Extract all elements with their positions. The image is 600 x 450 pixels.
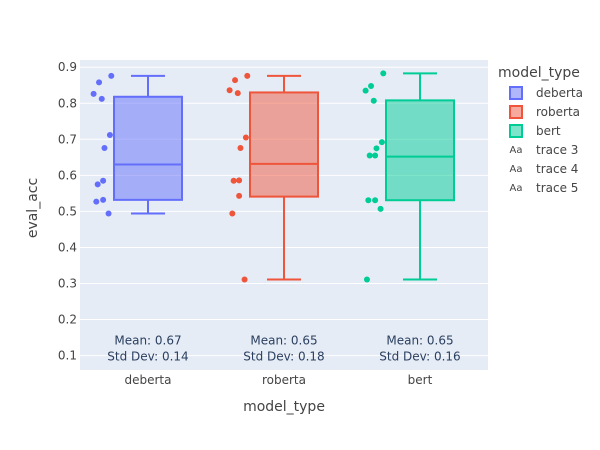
std-dev-annotation: Std Dev: 0.18 <box>243 350 324 364</box>
x-tick-label: roberta <box>262 373 306 387</box>
y-tick-label: 0.9 <box>58 60 77 74</box>
legend-swatch <box>509 86 523 100</box>
x-tick-label: deberta <box>125 373 172 387</box>
data-point <box>96 79 103 86</box>
x-axis-ticks: deberta roberta bert <box>125 373 433 387</box>
box-iqr <box>249 91 319 198</box>
y-tick-label: 0.5 <box>58 204 77 218</box>
legend-swatch <box>509 105 523 119</box>
legend-item-trace-3[interactable]: Aa trace 3 <box>510 143 579 157</box>
text-trace-icon: Aa <box>510 145 523 156</box>
legend-title: model_type <box>498 65 580 81</box>
std-dev-annotation: Std Dev: 0.14 <box>107 350 188 364</box>
mean-annotation: Mean: 0.65 <box>386 334 453 348</box>
data-point <box>100 196 107 203</box>
data-point <box>108 72 115 79</box>
data-point <box>232 77 239 84</box>
data-point <box>236 192 243 199</box>
data-point <box>373 145 380 152</box>
data-point <box>101 144 108 151</box>
data-point <box>105 210 112 217</box>
data-point <box>234 90 241 97</box>
legend-item-trace-5[interactable]: Aa trace 5 <box>510 181 579 195</box>
data-point <box>378 139 385 146</box>
legend-label: roberta <box>536 105 580 119</box>
y-axis-title: eval_acc <box>25 178 41 238</box>
mean-annotation: Mean: 0.67 <box>114 334 181 348</box>
legend-swatch <box>509 124 523 138</box>
mean-annotation: Mean: 0.65 <box>250 334 317 348</box>
data-point <box>241 276 248 283</box>
data-point <box>100 177 107 184</box>
box-trace-bert <box>362 70 455 283</box>
y-tick-label: 0.1 <box>58 349 77 363</box>
legend-label: trace 3 <box>536 143 578 157</box>
legend-item-deberta[interactable]: deberta <box>509 86 583 100</box>
std-dev-annotation: Std Dev: 0.16 <box>379 350 460 364</box>
data-point <box>365 197 372 204</box>
box-traces <box>90 70 455 283</box>
box-iqr <box>385 99 455 202</box>
data-point <box>229 210 236 217</box>
data-point <box>372 152 379 159</box>
y-tick-label: 0.2 <box>58 313 77 327</box>
y-tick-label: 0.8 <box>58 96 77 110</box>
data-point <box>98 95 105 102</box>
legend-label: deberta <box>536 86 583 100</box>
data-point <box>236 177 243 184</box>
data-point <box>380 70 387 77</box>
data-point <box>370 97 377 104</box>
data-point <box>377 205 384 212</box>
data-point <box>94 181 101 188</box>
legend-item-roberta[interactable]: roberta <box>509 105 580 119</box>
data-point <box>106 131 113 138</box>
y-tick-label: 0.3 <box>58 276 77 290</box>
data-point <box>368 82 375 89</box>
x-axis-title: model_type <box>243 399 325 415</box>
stat-annotations: Mean: 0.67 Std Dev: 0.14 Mean: 0.65 Std Dev… <box>107 334 460 364</box>
data-point <box>244 72 251 79</box>
text-trace-icon: Aa <box>510 183 523 194</box>
y-axis-ticks: 0.1 0.2 0.3 0.4 0.5 0.6 0.7 0.8 0.9 <box>58 60 77 362</box>
data-point <box>362 87 369 94</box>
legend-label: trace 4 <box>536 162 578 176</box>
data-point <box>363 276 370 283</box>
box-iqr <box>113 95 183 201</box>
y-tick-label: 0.6 <box>58 168 77 182</box>
box-trace-roberta <box>226 72 319 283</box>
data-point <box>372 197 379 204</box>
legend-item-trace-4[interactable]: Aa trace 4 <box>510 162 579 176</box>
y-tick-label: 0.4 <box>58 240 77 254</box>
legend-label: trace 5 <box>536 181 578 195</box>
box-trace-deberta <box>90 72 183 217</box>
text-trace-icon: Aa <box>510 164 523 175</box>
data-point <box>366 152 373 159</box>
y-tick-label: 0.7 <box>58 132 77 146</box>
legend-label: bert <box>536 124 561 138</box>
x-tick-label: bert <box>408 373 433 387</box>
data-point <box>90 90 97 97</box>
legend-item-bert[interactable]: bert <box>509 124 561 138</box>
data-point <box>226 87 233 94</box>
data-point <box>230 177 237 184</box>
data-point <box>242 134 249 141</box>
data-point <box>237 144 244 151</box>
data-point <box>93 198 100 205</box>
